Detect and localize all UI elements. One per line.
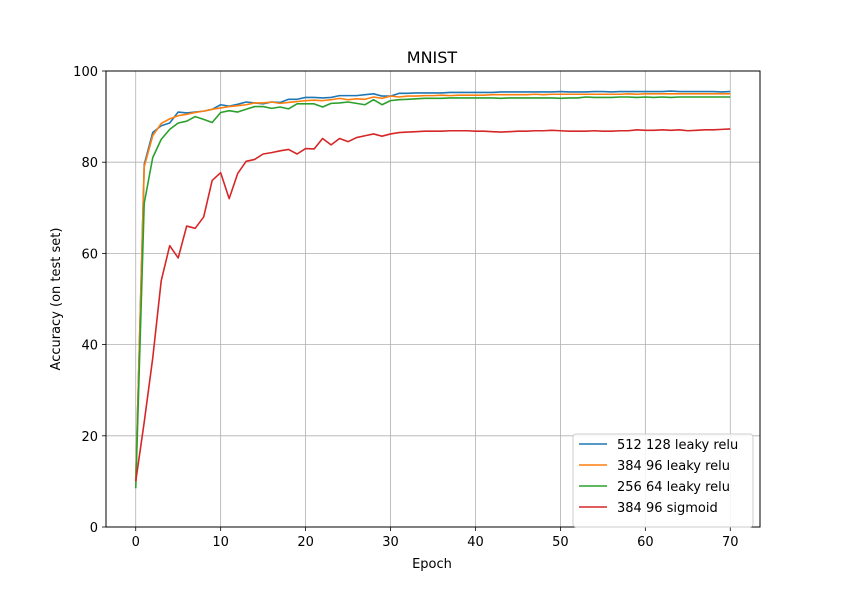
series-line	[134, 128, 731, 482]
y-tick-label: 100	[73, 65, 98, 80]
y-tick-label: 40	[81, 339, 98, 354]
legend-label: 512 128 leaky relu	[617, 438, 738, 453]
plot-frame	[105, 70, 761, 528]
legend-box	[572, 433, 754, 528]
y-axis-label: Accuracy (on test set)	[49, 228, 64, 371]
x-tick-label: 40	[467, 535, 484, 550]
x-tick-label: 20	[297, 535, 314, 550]
x-axis-label: Epoch	[412, 557, 452, 572]
x-tick-label: 60	[637, 535, 654, 550]
y-tick-label: 60	[81, 247, 98, 262]
x-tick-label: 0	[132, 535, 140, 550]
series-layer	[134, 90, 731, 489]
y-tick-label: 20	[81, 430, 98, 445]
series-line	[134, 93, 731, 482]
legend-label: 256 64 leaky relu	[617, 480, 730, 495]
legend-label: 384 96 sigmoid	[617, 501, 718, 516]
y-tick-label: 0	[90, 521, 98, 536]
legend: 512 128 leaky relu 384 96 leaky relu 256 6…	[572, 433, 754, 528]
legend-label: 384 96 leaky relu	[617, 459, 730, 474]
x-tick-label: 30	[382, 535, 399, 550]
y-tick-label: 80	[81, 156, 98, 171]
series-line	[134, 96, 731, 489]
x-tick-label: 10	[212, 535, 229, 550]
x-tick-label: 70	[722, 535, 739, 550]
series-line	[134, 90, 731, 482]
chart-title: MNIST	[407, 48, 458, 67]
x-tick-label: 50	[552, 535, 569, 550]
ticks: 0 10 20 30 40 50 60 70 0 20 40 60 80 100	[73, 65, 738, 550]
